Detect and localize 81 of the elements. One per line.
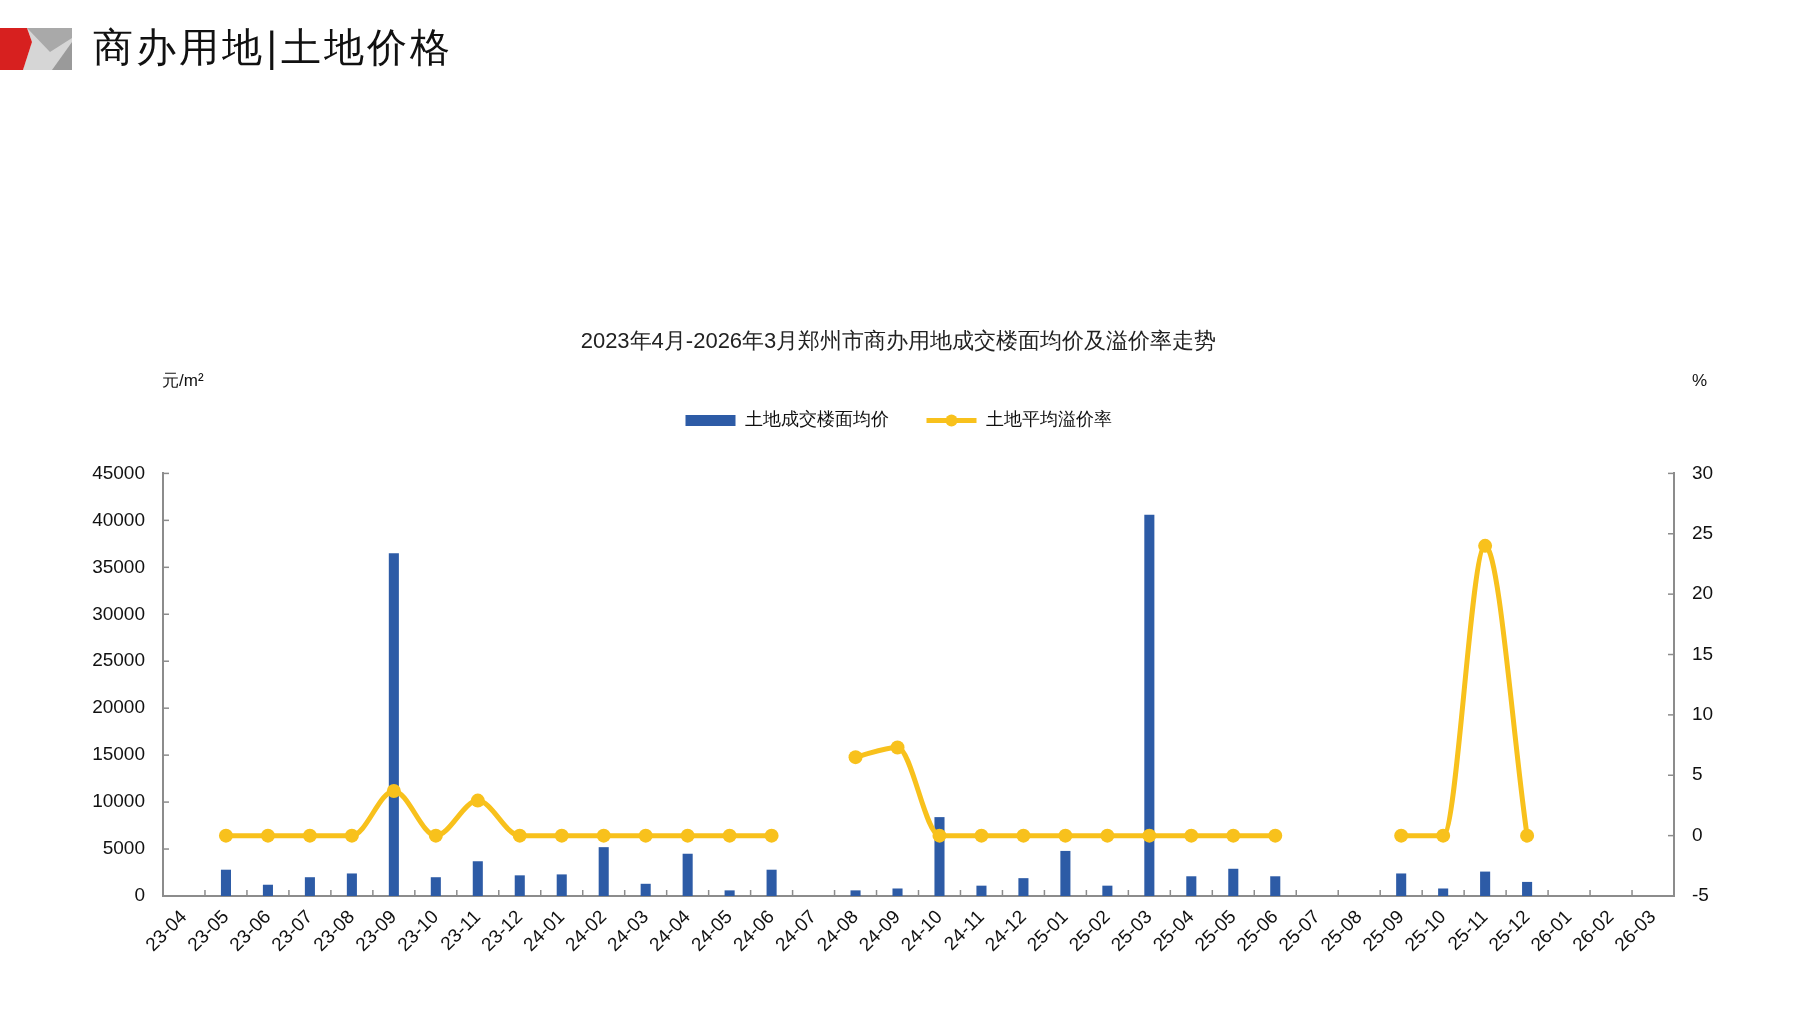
point xyxy=(470,793,485,808)
point xyxy=(1058,828,1073,843)
bar xyxy=(1522,881,1533,896)
point xyxy=(890,740,905,755)
point xyxy=(1142,828,1157,843)
point xyxy=(512,828,527,843)
point xyxy=(638,828,653,843)
legend-label: 土地平均溢价率 xyxy=(985,409,1112,430)
point xyxy=(554,828,569,843)
bar xyxy=(304,877,315,896)
y-tick-label: 15000 xyxy=(92,743,145,765)
y2-tick-label: 0 xyxy=(1692,823,1703,845)
y2-tick-label: -5 xyxy=(1692,884,1709,906)
point xyxy=(1520,828,1535,843)
bar xyxy=(1102,885,1113,896)
point xyxy=(764,828,779,843)
bar xyxy=(472,861,483,896)
bar xyxy=(598,847,609,896)
y-tick-label: 5000 xyxy=(102,837,145,859)
y-tick-label: 40000 xyxy=(92,508,145,530)
point xyxy=(1184,828,1199,843)
chart-title: 2023年4月-2026年3月郑州市商办用地成交楼面均价及溢价率走势 xyxy=(580,328,1217,354)
bar xyxy=(1228,868,1239,896)
point xyxy=(344,828,359,843)
point xyxy=(218,828,233,843)
legend-label: 土地成交楼面均价 xyxy=(744,409,889,430)
y-tick-label: 20000 xyxy=(92,696,145,718)
bar xyxy=(1060,850,1071,896)
point xyxy=(386,783,401,798)
bar xyxy=(514,875,525,896)
y2-axis-title: % xyxy=(1692,371,1708,391)
y-tick-label: 35000 xyxy=(92,555,145,577)
y2-tick-label: 25 xyxy=(1692,522,1714,544)
point xyxy=(1478,538,1493,553)
bar xyxy=(1186,876,1197,896)
y-tick-label: 30000 xyxy=(92,602,145,624)
point xyxy=(932,828,947,843)
bar xyxy=(346,873,357,896)
bar xyxy=(724,890,735,896)
bar xyxy=(220,869,231,896)
bar xyxy=(262,884,273,896)
point xyxy=(1226,828,1241,843)
point xyxy=(722,828,737,843)
point xyxy=(302,828,317,843)
y2-tick-label: 20 xyxy=(1692,582,1714,604)
bar xyxy=(1396,873,1407,896)
y-tick-label: 0 xyxy=(134,884,145,906)
bar xyxy=(1480,871,1491,896)
y2-tick-label: 15 xyxy=(1692,642,1714,664)
bar xyxy=(388,553,399,896)
bar xyxy=(556,874,567,896)
y2-tick-label: 10 xyxy=(1692,703,1714,725)
point xyxy=(260,828,275,843)
y2-tick-label: 30 xyxy=(1692,461,1714,483)
bar xyxy=(850,890,861,896)
y-axis-title: 元/m² xyxy=(162,371,204,391)
bar xyxy=(1438,888,1449,896)
point xyxy=(974,828,989,843)
point xyxy=(680,828,695,843)
y2-tick-label: 5 xyxy=(1692,763,1703,785)
point xyxy=(1268,828,1283,843)
point xyxy=(596,828,611,843)
bar xyxy=(682,853,693,896)
bar xyxy=(1018,878,1029,896)
point xyxy=(848,750,863,765)
y-tick-label: 10000 xyxy=(92,790,145,812)
y-tick-label: 25000 xyxy=(92,649,145,671)
bar xyxy=(892,888,903,896)
bar xyxy=(430,877,441,896)
bar xyxy=(766,869,777,896)
bar xyxy=(1144,514,1155,896)
bar xyxy=(1270,876,1281,896)
point xyxy=(1100,828,1115,843)
point xyxy=(1394,828,1409,843)
y-tick-label: 45000 xyxy=(92,461,145,483)
point xyxy=(1436,828,1451,843)
bar xyxy=(640,883,651,896)
point xyxy=(1016,828,1031,843)
bar xyxy=(976,885,987,896)
point xyxy=(428,828,443,843)
chart-subtitle: 商办用地|土地价格 xyxy=(93,23,454,72)
